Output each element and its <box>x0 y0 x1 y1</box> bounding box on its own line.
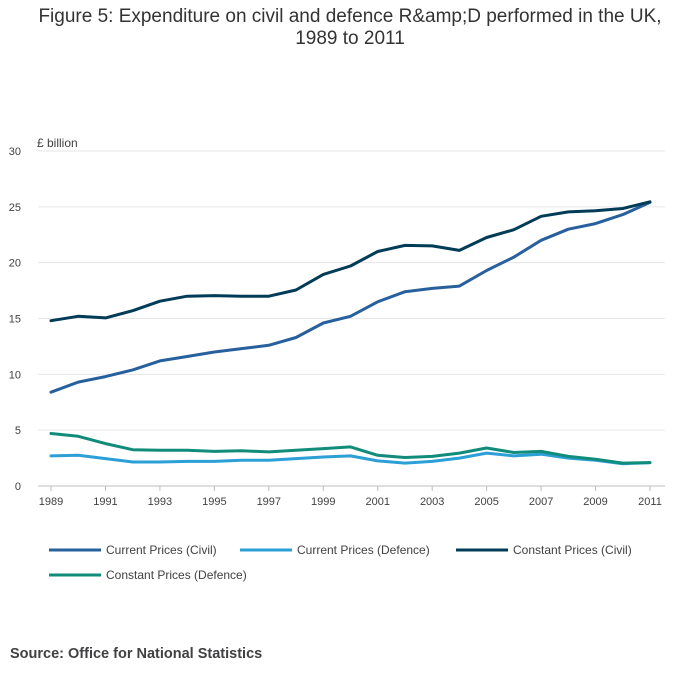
y-tick-label: 5 <box>15 425 21 437</box>
legend-label: Current Prices (Defence) <box>297 543 430 557</box>
line-chart: 0 5 10 15 20 25 30 1989 1991 1993 1995 1997 1999 200… <box>9 136 665 582</box>
x-tick-label: 2003 <box>420 496 444 508</box>
legend-label: Current Prices (Civil) <box>106 543 217 557</box>
x-tick-label: 1993 <box>148 496 172 508</box>
chart-title-line-2: 1989 to 2011 <box>295 28 405 49</box>
chart-title-line-1: Figure 5: Expenditure on civil and defen… <box>38 6 662 27</box>
legend-item-2: Current Prices (Defence) <box>240 543 430 557</box>
y-axis-label: £ billion <box>37 136 78 150</box>
x-tick-label: 2009 <box>583 496 607 508</box>
x-tick-label: 1989 <box>39 496 63 508</box>
legend-item-3: Constant Prices (Civil) <box>456 543 632 557</box>
series-line-1 <box>49 200 652 394</box>
series-lines <box>49 200 652 466</box>
legend-item-1: Current Prices (Civil) <box>49 543 217 557</box>
x-tick-label: 1995 <box>202 496 226 508</box>
y-tick-label: 25 <box>9 202 21 214</box>
x-tick-label: 2005 <box>474 496 498 508</box>
x-tick-label: 1991 <box>93 496 117 508</box>
x-tick-label: 2001 <box>365 496 389 508</box>
x-tick-label: 2011 <box>638 496 662 508</box>
series-line-4 <box>49 432 652 465</box>
legend-label: Constant Prices (Defence) <box>106 568 247 582</box>
y-tick-label: 30 <box>9 146 21 158</box>
chart-title: Figure 5: Expenditure on civil and defen… <box>0 6 700 50</box>
y-tick-label: 15 <box>9 314 21 326</box>
x-tick-label: 1999 <box>311 496 335 508</box>
x-axis: 1989 1991 1993 1995 1997 1999 2001 2003 2005 2007… <box>39 486 662 508</box>
y-tick-label: 20 <box>9 258 21 270</box>
y-tick-label: 10 <box>9 369 21 381</box>
y-axis: 0 5 10 15 20 25 30 <box>9 146 21 493</box>
x-tick-label: 2007 <box>529 496 553 508</box>
y-tick-label: 0 <box>15 481 21 493</box>
legend-label: Constant Prices (Civil) <box>513 543 632 557</box>
x-tick-label: 1997 <box>257 496 281 508</box>
legend: Current Prices (Civil) Current Prices (De… <box>49 543 632 582</box>
series-line-2 <box>49 451 652 466</box>
series-line-3 <box>49 200 652 323</box>
legend-item-4: Constant Prices (Defence) <box>49 568 247 582</box>
gridlines <box>38 150 665 487</box>
source-note: Source: Office for National Statistics <box>10 646 263 662</box>
